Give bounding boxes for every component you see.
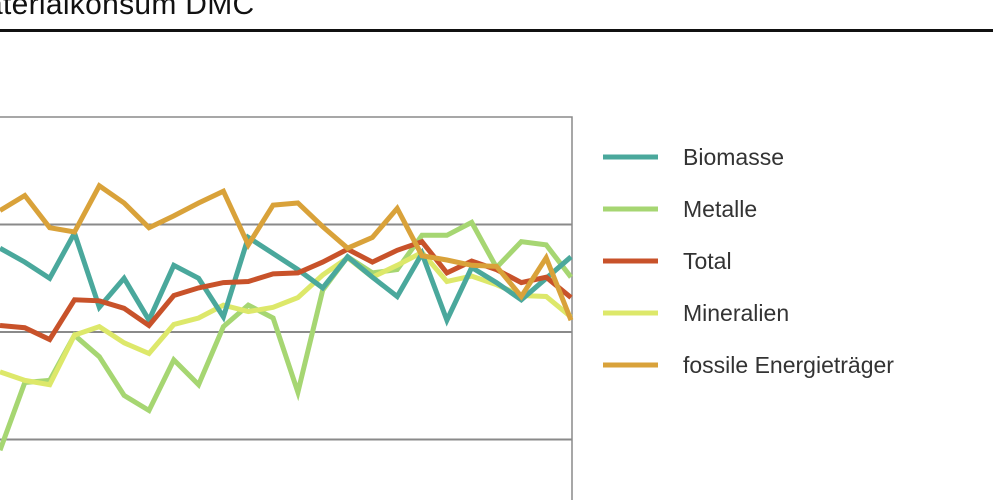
legend-label-mineralien: Mineralien	[683, 300, 789, 326]
series-lines	[0, 182, 574, 452]
gridlines	[0, 116, 573, 500]
series-line-total	[0, 238, 573, 343]
legend-label-biomasse: Biomasse	[683, 144, 784, 170]
legend-label-total: Total	[683, 248, 732, 274]
series-line-fossile-energietr-ger	[0, 182, 574, 322]
legend: Biomasse Metalle Total Mineralien fossile En…	[603, 144, 894, 378]
series-line-biomasse	[0, 226, 573, 327]
legend-label-metalle: Metalle	[683, 196, 757, 222]
title-underline	[0, 29, 993, 32]
series-line-metalle	[0, 219, 573, 452]
chart-title: aterialkonsum DMC	[0, 0, 255, 21]
plot-frame	[0, 116, 573, 500]
series-line-mineralien	[0, 249, 573, 388]
legend-label-fossile-energietr-ger: fossile Energieträger	[683, 352, 894, 378]
